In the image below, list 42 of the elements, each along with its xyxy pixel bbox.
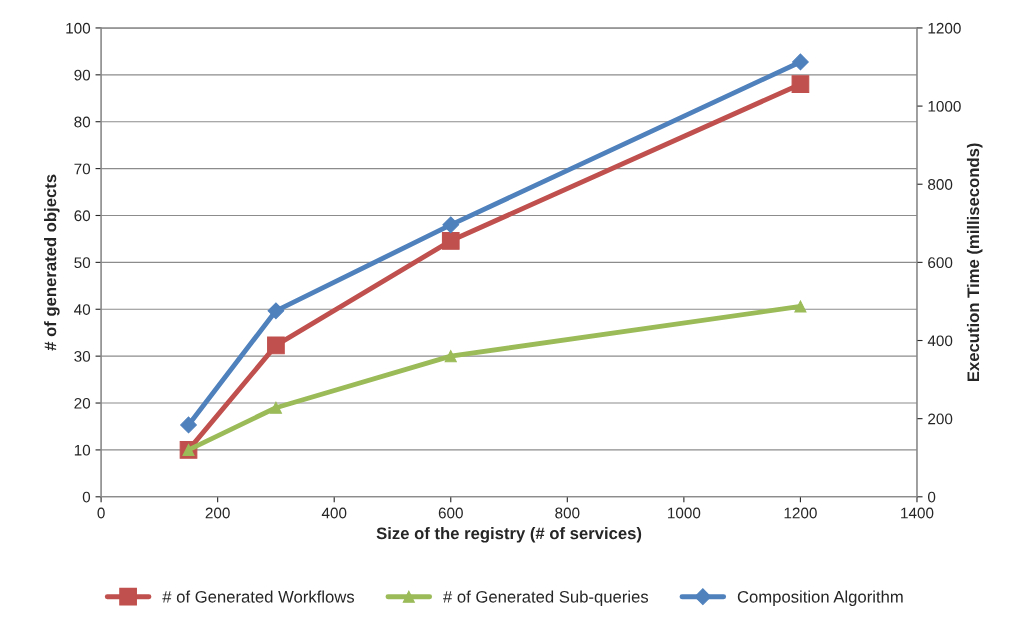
point — [444, 350, 457, 363]
x-tick-label: 600 — [438, 507, 463, 519]
y2-tick-label: 1200 — [928, 22, 961, 34]
point — [267, 336, 285, 355]
y-tick-label: 80 — [74, 116, 91, 128]
point — [792, 53, 809, 71]
y2-tick-label: 1000 — [928, 100, 961, 112]
x-tick-label: 1400 — [901, 507, 934, 519]
x-tick-label: 200 — [205, 507, 230, 519]
y-tick-label: 90 — [74, 69, 91, 81]
x-tick-label: 1200 — [784, 507, 817, 519]
x-tick-label: 400 — [321, 507, 347, 519]
y-tick-label: 70 — [74, 163, 91, 175]
y-tick-label: 20 — [74, 397, 91, 409]
point — [441, 231, 460, 250]
y2-tick-label: 0 — [927, 491, 936, 503]
y2-axis-title: Execution Time (milliseconds) — [966, 143, 983, 382]
point — [269, 401, 283, 414]
y-tick-label: 60 — [74, 210, 91, 222]
point — [442, 216, 460, 234]
legend-label: # of Generated Sub-queries — [443, 590, 649, 606]
y2-tick-label: 600 — [928, 257, 953, 269]
y2-tick-label: 800 — [928, 179, 953, 190]
point — [794, 300, 807, 313]
y-tick-label: 50 — [74, 257, 91, 269]
legend-label: # of Generated Workflows — [162, 590, 355, 603]
y2-tick-label: 200 — [928, 413, 953, 425]
y-tick-label: 100 — [66, 22, 91, 34]
y-axis-title: # of generated objects — [44, 174, 60, 351]
y2-tick-label: 400 — [927, 335, 953, 347]
x-tick-label: 1000 — [668, 507, 701, 519]
y-tick-label: 10 — [74, 444, 91, 456]
y-tick-label: 0 — [82, 491, 91, 503]
x-axis-title: Size of the registry (# of services) — [376, 527, 642, 543]
y-tick-label: 40 — [74, 304, 91, 315]
legend-label: Composition Algorithm — [737, 590, 903, 606]
x-tick-label: 0 — [97, 507, 105, 519]
y-tick-label: 30 — [74, 351, 91, 362]
point — [791, 75, 810, 94]
point — [180, 416, 197, 434]
point — [267, 302, 285, 320]
x-tick-label: 800 — [555, 507, 580, 519]
